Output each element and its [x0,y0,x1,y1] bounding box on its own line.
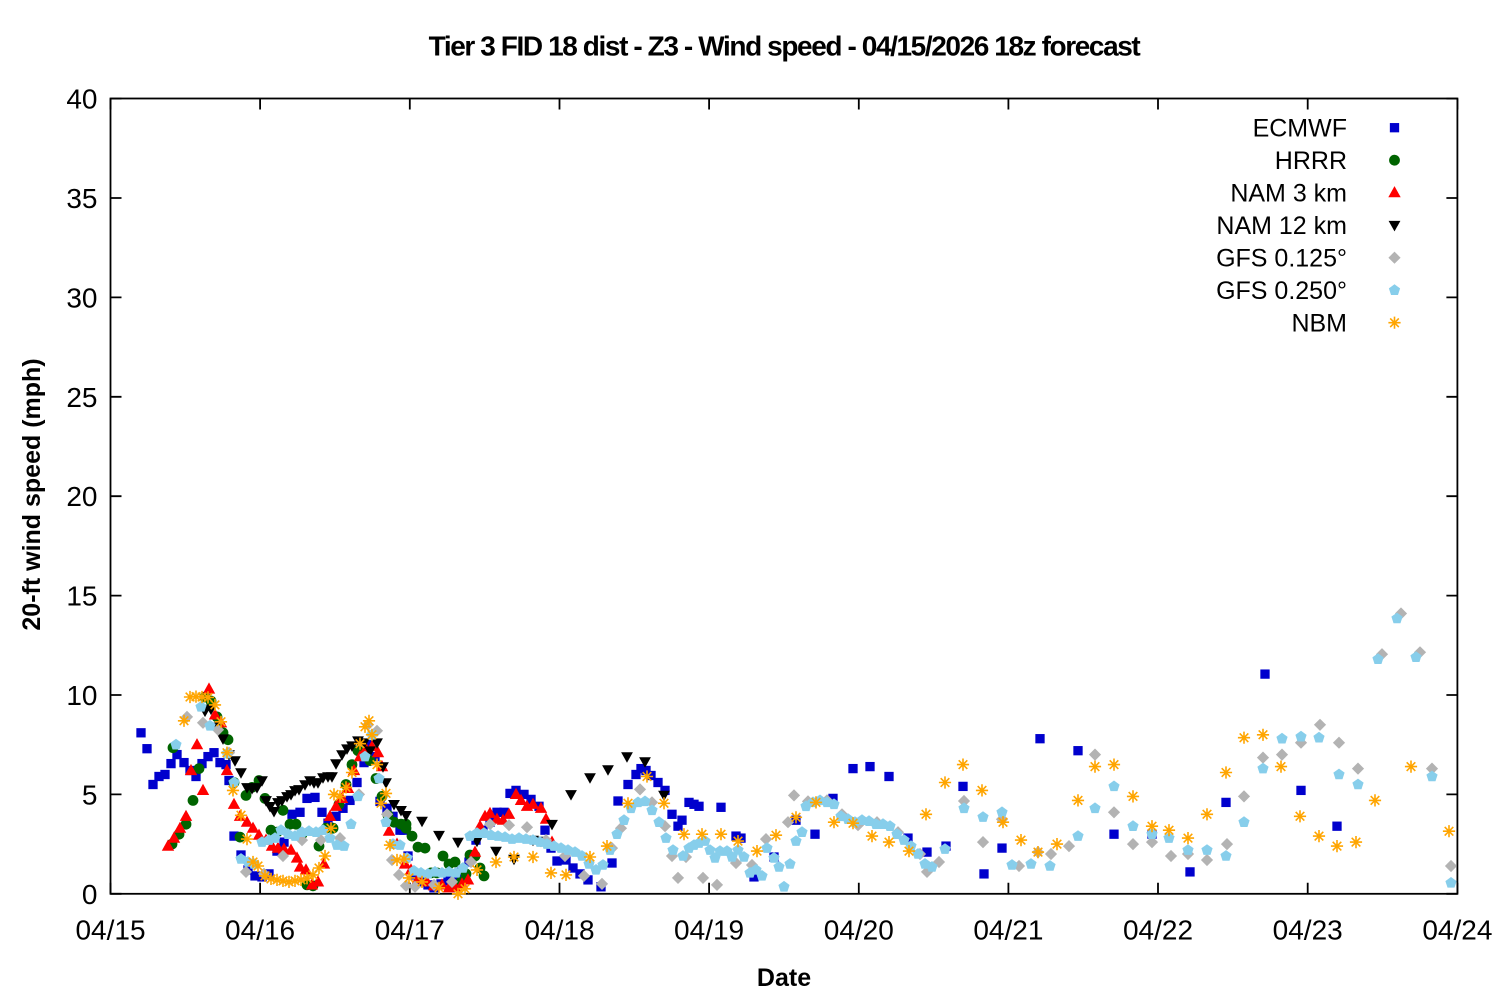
svg-text:04/16: 04/16 [225,915,295,946]
svg-text:HRRR: HRRR [1275,147,1347,175]
svg-text:35: 35 [66,183,97,214]
svg-text:30: 30 [66,282,97,313]
svg-text:04/22: 04/22 [1123,915,1193,946]
svg-text:04/17: 04/17 [375,915,445,946]
svg-text:GFS 0.125°: GFS 0.125° [1216,245,1347,273]
svg-text:NBM: NBM [1291,310,1347,338]
svg-text:Date: Date [757,964,811,992]
svg-text:0: 0 [82,879,98,910]
svg-text:NAM 3 km: NAM 3 km [1230,180,1347,208]
svg-text:04/23: 04/23 [1273,915,1343,946]
svg-text:25: 25 [66,382,97,413]
svg-text:04/15: 04/15 [75,915,145,946]
svg-text:5: 5 [82,779,98,810]
svg-text:GFS 0.250°: GFS 0.250° [1216,277,1347,305]
svg-text:NAM 12 km: NAM 12 km [1216,212,1347,240]
svg-text:04/24: 04/24 [1422,915,1492,946]
svg-text:20: 20 [66,481,97,512]
svg-text:10: 10 [66,680,97,711]
svg-text:04/19: 04/19 [674,915,744,946]
svg-text:04/21: 04/21 [973,915,1043,946]
svg-text:04/18: 04/18 [524,915,594,946]
svg-text:15: 15 [66,581,97,612]
svg-text:20-ft wind speed (mph): 20-ft wind speed (mph) [18,358,46,630]
svg-text:40: 40 [66,84,97,115]
svg-text:04/20: 04/20 [824,915,894,946]
svg-text:ECMWF: ECMWF [1253,115,1347,143]
svg-text:Tier 3 FID 18 dist - Z3 - Wind: Tier 3 FID 18 dist - Z3 - Wind speed - 0… [429,31,1141,62]
